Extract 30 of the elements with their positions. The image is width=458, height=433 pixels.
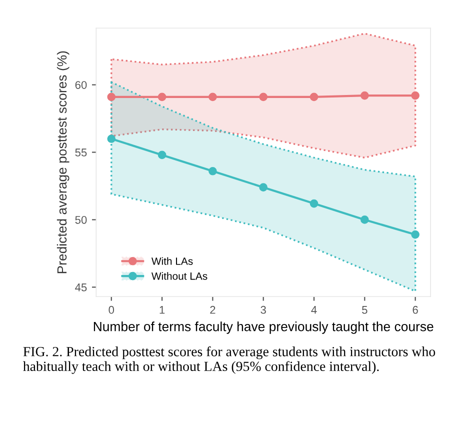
point [107,92,116,102]
y-tick-label: 45 [75,284,87,292]
point [360,216,369,224]
caption: FIG. 2. Predicted posttest scores for average students with instructors who habitually teach with or without LAs (95% confidence interval). [23,346,436,374]
point [411,91,420,100]
x-tick-label: 2 [210,306,216,314]
point [360,91,369,100]
x-tick-label: 5 [362,306,368,314]
point [259,92,268,102]
legend-label: Without LAs [151,272,208,280]
point [208,166,217,176]
x-tick-label: 0 [108,306,114,314]
point [310,199,318,208]
legend-label: With LAs [151,257,193,265]
x-tick-label: 3 [260,306,266,314]
x-tick-label: 6 [412,306,418,314]
point [259,183,268,192]
x-tick-label: 1 [160,306,165,314]
y-axis-title: Predicted average posttest scores (%) [56,51,70,274]
point [208,92,217,102]
point [158,150,166,160]
x-tick-label: 4 [311,306,317,314]
y-tick-label: 60 [75,81,87,89]
point [107,134,116,143]
point [158,92,166,102]
point [411,230,420,239]
y-tick-label: 55 [75,148,87,156]
y-tick-label: 50 [75,216,87,224]
point [310,92,318,102]
x-axis-title: Number of terms faculty have previously taught the course [94,322,434,334]
